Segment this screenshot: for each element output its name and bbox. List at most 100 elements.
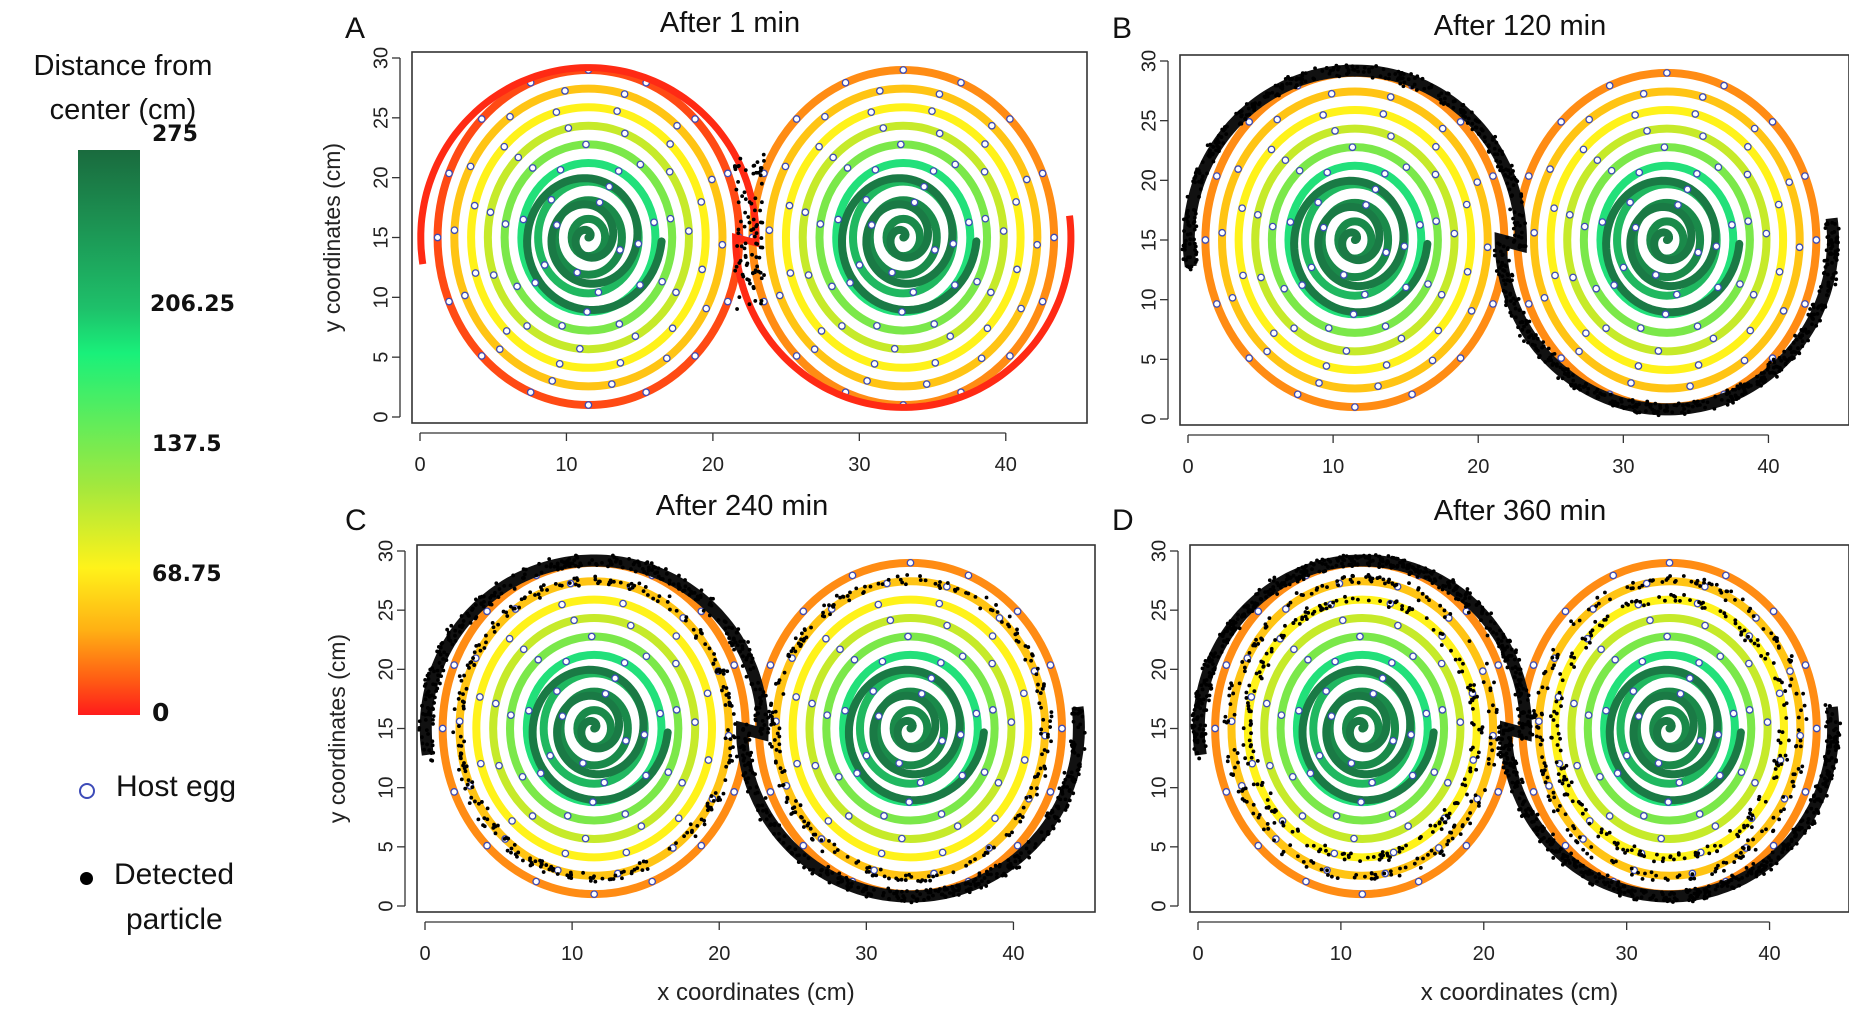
detected-particle — [1256, 592, 1260, 596]
detected-particle — [1206, 664, 1210, 668]
detected-particle — [1809, 807, 1813, 811]
detected-particle — [665, 572, 669, 576]
host-egg — [1457, 719, 1463, 725]
detected-particle — [1252, 749, 1256, 753]
detected-particle — [728, 702, 732, 706]
detected-particle — [1695, 895, 1699, 899]
detected-particle — [1041, 718, 1045, 722]
host-egg — [725, 170, 731, 176]
detected-particle — [1036, 683, 1040, 687]
detected-particle — [1006, 623, 1010, 627]
detected-particle — [646, 593, 650, 597]
detected-particle — [1452, 589, 1456, 593]
detected-particle — [1372, 855, 1376, 859]
detected-particle — [690, 830, 694, 834]
detected-particle — [874, 873, 878, 877]
detected-particle — [1581, 848, 1585, 852]
detected-particle — [943, 894, 947, 898]
detected-particle — [1800, 765, 1804, 769]
detected-particle — [1515, 784, 1519, 788]
y-tick-label: 30 — [375, 540, 397, 562]
host-egg — [1389, 811, 1395, 817]
detected-particle — [677, 574, 681, 578]
detected-particle — [1567, 375, 1571, 379]
detected-particle — [1499, 165, 1503, 169]
detected-particle — [1366, 856, 1370, 860]
host-egg — [719, 242, 725, 248]
detected-particle — [756, 712, 760, 716]
detected-particle — [1387, 605, 1391, 609]
detected-particle — [1762, 380, 1766, 384]
host-egg — [1299, 813, 1305, 819]
detected-particle — [1493, 249, 1497, 253]
detected-particle — [1302, 860, 1306, 864]
host-egg — [731, 662, 737, 668]
host-egg — [615, 168, 621, 174]
detected-particle — [1578, 802, 1582, 806]
detected-particle — [1657, 595, 1661, 599]
detected-particle — [938, 586, 942, 590]
detected-particle — [899, 578, 903, 582]
host-egg — [1363, 202, 1369, 208]
detected-particle — [1518, 308, 1522, 312]
host-egg — [825, 818, 831, 824]
host-egg — [731, 789, 737, 795]
detected-particle — [1787, 739, 1791, 743]
detected-particle — [1672, 858, 1676, 862]
detected-particle — [750, 660, 754, 664]
detected-particle — [1814, 785, 1818, 789]
detected-particle — [635, 866, 639, 870]
host-egg — [1039, 298, 1045, 304]
detected-particle — [740, 194, 744, 198]
detected-particle — [759, 727, 763, 731]
detected-particle — [737, 200, 741, 204]
detected-particle — [1400, 71, 1404, 75]
detected-particle — [1454, 597, 1458, 601]
detected-particle — [1644, 409, 1648, 413]
detected-particle — [1729, 395, 1733, 399]
detected-particle — [1253, 604, 1257, 608]
detected-particle — [740, 244, 744, 248]
detected-particle — [1326, 565, 1330, 569]
detected-particle — [1792, 341, 1796, 345]
detected-particle — [1825, 759, 1829, 763]
host-egg — [1291, 325, 1297, 331]
detected-particle — [1288, 843, 1292, 847]
detected-particle — [1548, 798, 1552, 802]
detected-particle — [1508, 292, 1512, 296]
detected-particle — [1510, 177, 1514, 181]
detected-particle — [832, 843, 836, 847]
detected-particle — [482, 605, 486, 609]
detected-particle — [1262, 664, 1266, 668]
host-egg — [1640, 91, 1646, 97]
detected-particle — [574, 564, 578, 568]
detected-particle — [474, 644, 478, 648]
detected-particle — [485, 817, 489, 821]
detected-particle — [1630, 848, 1634, 852]
host-egg — [725, 298, 731, 304]
detected-particle — [1769, 868, 1773, 872]
detected-particle — [1824, 226, 1828, 230]
detected-particle — [1590, 856, 1594, 860]
detected-particle — [1072, 744, 1076, 748]
detected-particle — [882, 891, 886, 895]
detected-particle — [1273, 821, 1277, 825]
detected-particle — [968, 860, 972, 864]
detected-particle — [470, 785, 474, 789]
detected-particle — [699, 631, 703, 635]
host-egg — [805, 272, 811, 278]
y-tick-label: 20 — [370, 167, 392, 189]
detected-particle — [1740, 876, 1744, 880]
detected-particle — [1193, 735, 1197, 739]
detected-particle — [1782, 356, 1786, 360]
detected-particle — [1211, 152, 1215, 156]
detected-particle — [1249, 731, 1253, 735]
host-egg — [446, 170, 452, 176]
detected-particle — [1336, 583, 1340, 587]
detected-particle — [759, 245, 763, 249]
host-egg — [698, 199, 704, 205]
detected-particle — [1772, 816, 1776, 820]
detected-particle — [1790, 654, 1794, 658]
detected-particle — [426, 692, 430, 696]
